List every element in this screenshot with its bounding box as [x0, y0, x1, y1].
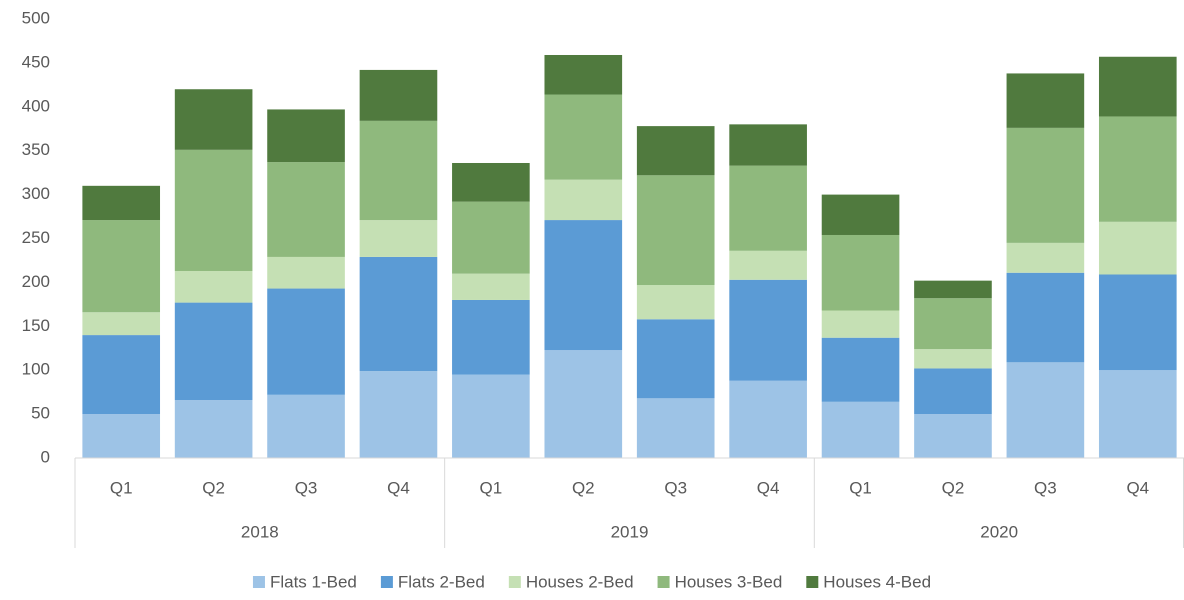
bar-segment: [729, 380, 807, 458]
x-tick-label: Q4: [387, 478, 410, 497]
bar-segment: [82, 185, 161, 221]
bar-segment: [544, 94, 623, 180]
x-tick-label: Q2: [942, 478, 965, 497]
legend-swatch: [508, 576, 521, 588]
bar-segment: [821, 401, 900, 458]
bar-segment: [174, 302, 253, 401]
bar-segment: [914, 368, 992, 415]
x-tick-label: Q4: [757, 478, 780, 497]
legend-swatch: [380, 576, 393, 588]
legend-swatch: [806, 576, 819, 588]
x-tick-label: Q4: [1126, 478, 1149, 497]
y-tick-label: 0: [41, 447, 50, 466]
group-label: 2018: [241, 522, 279, 541]
bar-segment: [452, 162, 530, 202]
bar-segment: [452, 273, 530, 300]
group-label: 2020: [980, 522, 1018, 541]
bar-segment: [267, 394, 345, 458]
legend-swatch: [657, 576, 670, 588]
x-tick-label: Q3: [664, 478, 687, 497]
bar-segment: [174, 270, 253, 303]
bar-segment: [729, 124, 807, 166]
bar-segment: [636, 175, 715, 286]
bar-segment: [544, 179, 623, 221]
bar-segment: [544, 350, 623, 458]
bar-segment: [1098, 274, 1177, 371]
bar-segment: [636, 126, 715, 176]
legend-label: Houses 3-Bed: [675, 572, 783, 591]
bar-segment: [1006, 362, 1085, 458]
bar-segment: [452, 201, 530, 274]
x-tick-label: Q1: [110, 478, 133, 497]
bar-segment: [636, 319, 715, 399]
y-tick-label: 350: [22, 140, 50, 159]
legend-swatch: [252, 576, 265, 588]
bar-segment: [267, 256, 345, 289]
y-tick-label: 50: [31, 404, 50, 423]
bar-segment: [1098, 56, 1177, 117]
bar-segment: [821, 234, 900, 311]
bar-segment: [359, 256, 438, 372]
x-tick-label: Q1: [480, 478, 503, 497]
x-tick-label: Q3: [1034, 478, 1057, 497]
bar-segment: [267, 109, 345, 163]
bar-segment: [174, 149, 253, 271]
bar-segment: [359, 69, 438, 121]
bar-segment: [821, 194, 900, 235]
bar-segment: [729, 165, 807, 251]
bar-segment: [636, 285, 715, 320]
bar-segment: [1006, 73, 1085, 128]
y-tick-label: 200: [22, 272, 50, 291]
bar-segment: [636, 398, 715, 458]
x-tick-label: Q2: [572, 478, 595, 497]
bar-segment: [452, 299, 530, 375]
bar-segment: [174, 89, 253, 150]
bar-segment: [82, 220, 161, 313]
bar-segment: [267, 162, 345, 257]
bar-segment: [914, 298, 992, 350]
legend-label: Houses 4-Bed: [823, 572, 931, 591]
x-tick-label: Q2: [202, 478, 225, 497]
bar-segment: [1098, 221, 1177, 275]
bar-segment: [914, 280, 992, 299]
x-tick-label: Q3: [295, 478, 318, 497]
group-label: 2019: [611, 522, 649, 541]
y-tick-label: 250: [22, 228, 50, 247]
x-tick-label: Q1: [849, 478, 872, 497]
bar-segment: [82, 312, 161, 336]
y-tick-label: 300: [22, 184, 50, 203]
bar-segment: [267, 288, 345, 395]
bar-segment: [82, 335, 161, 415]
bar-segment: [914, 414, 992, 458]
y-tick-label: 400: [22, 96, 50, 115]
bar-segment: [82, 414, 161, 458]
bar-segment: [821, 310, 900, 338]
y-tick-label: 450: [22, 52, 50, 71]
bar-segment: [544, 220, 623, 351]
bar-segment: [1006, 272, 1085, 363]
bar-segment: [729, 250, 807, 280]
bar-segment: [359, 220, 438, 257]
bar-segment: [359, 120, 438, 221]
bar-segment: [544, 54, 623, 95]
bar-segment: [452, 374, 530, 458]
bar-segment: [1098, 370, 1177, 458]
bar-segment: [174, 400, 253, 458]
bar-segment: [1006, 127, 1085, 243]
legend-label: Flats 2-Bed: [398, 572, 485, 591]
bar-segment: [1098, 116, 1177, 222]
bar-segment: [821, 337, 900, 402]
bar-segment: [359, 371, 438, 458]
bar-segment: [914, 349, 992, 369]
legend-label: Flats 1-Bed: [270, 572, 357, 591]
y-tick-label: 150: [22, 316, 50, 335]
bar-segment: [1006, 242, 1085, 273]
legend-label: Houses 2-Bed: [526, 572, 634, 591]
y-tick-label: 500: [22, 8, 50, 27]
bar-segment: [729, 279, 807, 381]
y-tick-label: 100: [22, 360, 50, 379]
